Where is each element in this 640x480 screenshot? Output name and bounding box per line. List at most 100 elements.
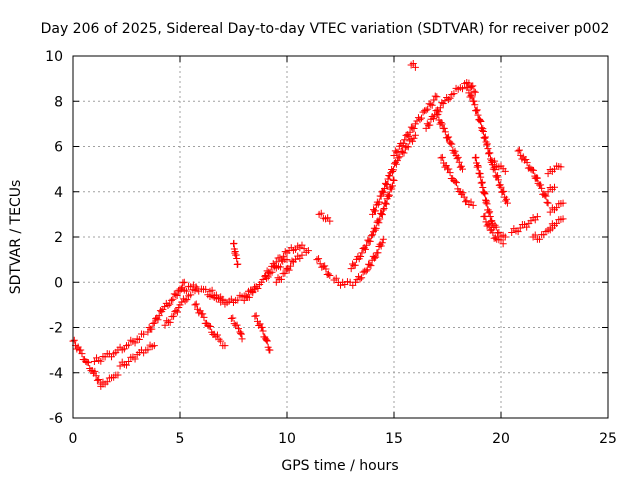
data-point (84, 359, 92, 367)
data-point (553, 219, 561, 227)
data-point (375, 198, 383, 206)
data-point (202, 285, 210, 293)
data-point (252, 312, 260, 320)
data-point (92, 372, 100, 380)
data-point (259, 275, 267, 283)
data-point (474, 163, 482, 171)
data-point (458, 165, 466, 173)
data-point (366, 261, 374, 269)
data-point (240, 296, 248, 304)
data-point (140, 330, 148, 338)
data-point (155, 312, 163, 320)
data-point (372, 224, 380, 232)
data-point (451, 178, 459, 186)
data-point (326, 217, 334, 225)
data-point (485, 209, 493, 217)
data-point (250, 283, 258, 291)
data-point (495, 228, 503, 236)
y-tick-label: 0 (54, 275, 63, 291)
y-tick-label: -6 (49, 411, 63, 427)
data-point (409, 59, 417, 67)
data-point (358, 249, 366, 257)
data-point (481, 134, 489, 142)
data-point (234, 325, 242, 333)
data-point (238, 335, 246, 343)
data-point (541, 191, 549, 199)
data-point (537, 181, 545, 189)
data-point (484, 206, 492, 214)
data-point (325, 270, 333, 278)
data-point (453, 155, 461, 163)
data-point (90, 357, 98, 365)
data-point (480, 189, 488, 197)
data-point (322, 265, 330, 273)
data-point (298, 251, 306, 259)
data-point (192, 283, 200, 291)
data-point (378, 239, 386, 247)
data-point (170, 312, 178, 320)
data-point (383, 181, 391, 189)
x-tick-label: 10 (278, 431, 296, 447)
data-point (173, 308, 181, 316)
data-point (233, 255, 241, 263)
chart-title: Day 206 of 2025, Sidereal Day-to-day VTE… (41, 21, 610, 37)
data-point (399, 139, 407, 147)
data-point (363, 241, 371, 249)
data-point (362, 267, 370, 275)
data-point (473, 106, 481, 114)
data-point (237, 330, 245, 338)
data-point (483, 140, 491, 148)
y-tick-label: -2 (49, 321, 63, 337)
data-point (170, 290, 178, 298)
data-point (484, 145, 492, 153)
data-point (419, 108, 427, 116)
data-point (467, 91, 475, 99)
data-point (485, 222, 493, 230)
data-point (424, 105, 432, 113)
data-point (234, 260, 242, 268)
data-point (371, 226, 379, 234)
data-point (499, 240, 507, 248)
data-point (384, 191, 392, 199)
data-point (546, 224, 554, 232)
data-point (446, 94, 454, 102)
data-point (97, 382, 105, 390)
data-point (351, 261, 359, 269)
data-point (446, 169, 454, 177)
data-point (394, 148, 402, 156)
data-point (256, 320, 264, 328)
data-point (200, 313, 208, 321)
data-point (164, 302, 172, 310)
data-point (483, 197, 491, 205)
data-point (131, 355, 139, 363)
data-point (281, 269, 289, 277)
data-point (70, 336, 78, 344)
data-point (467, 83, 475, 91)
data-point (91, 367, 99, 375)
data-point (401, 136, 409, 144)
data-point (493, 173, 501, 181)
data-point (262, 274, 270, 282)
data-point (181, 297, 189, 305)
data-point (313, 256, 321, 264)
data-point (274, 274, 282, 282)
data-point (356, 275, 364, 283)
data-point (533, 213, 541, 221)
data-point (230, 320, 238, 328)
data-point (501, 167, 509, 175)
data-point (150, 319, 158, 327)
data-point (418, 114, 426, 122)
data-point (266, 346, 274, 354)
data-point (374, 217, 382, 225)
data-point (436, 104, 444, 112)
data-point (277, 263, 285, 271)
data-point (515, 146, 523, 154)
data-point (469, 82, 477, 90)
data-point (430, 96, 438, 104)
data-point (470, 97, 478, 105)
data-point (477, 117, 485, 125)
data-point (381, 185, 389, 193)
data-point (445, 133, 453, 141)
data-point (161, 321, 169, 329)
data-point (245, 293, 253, 301)
